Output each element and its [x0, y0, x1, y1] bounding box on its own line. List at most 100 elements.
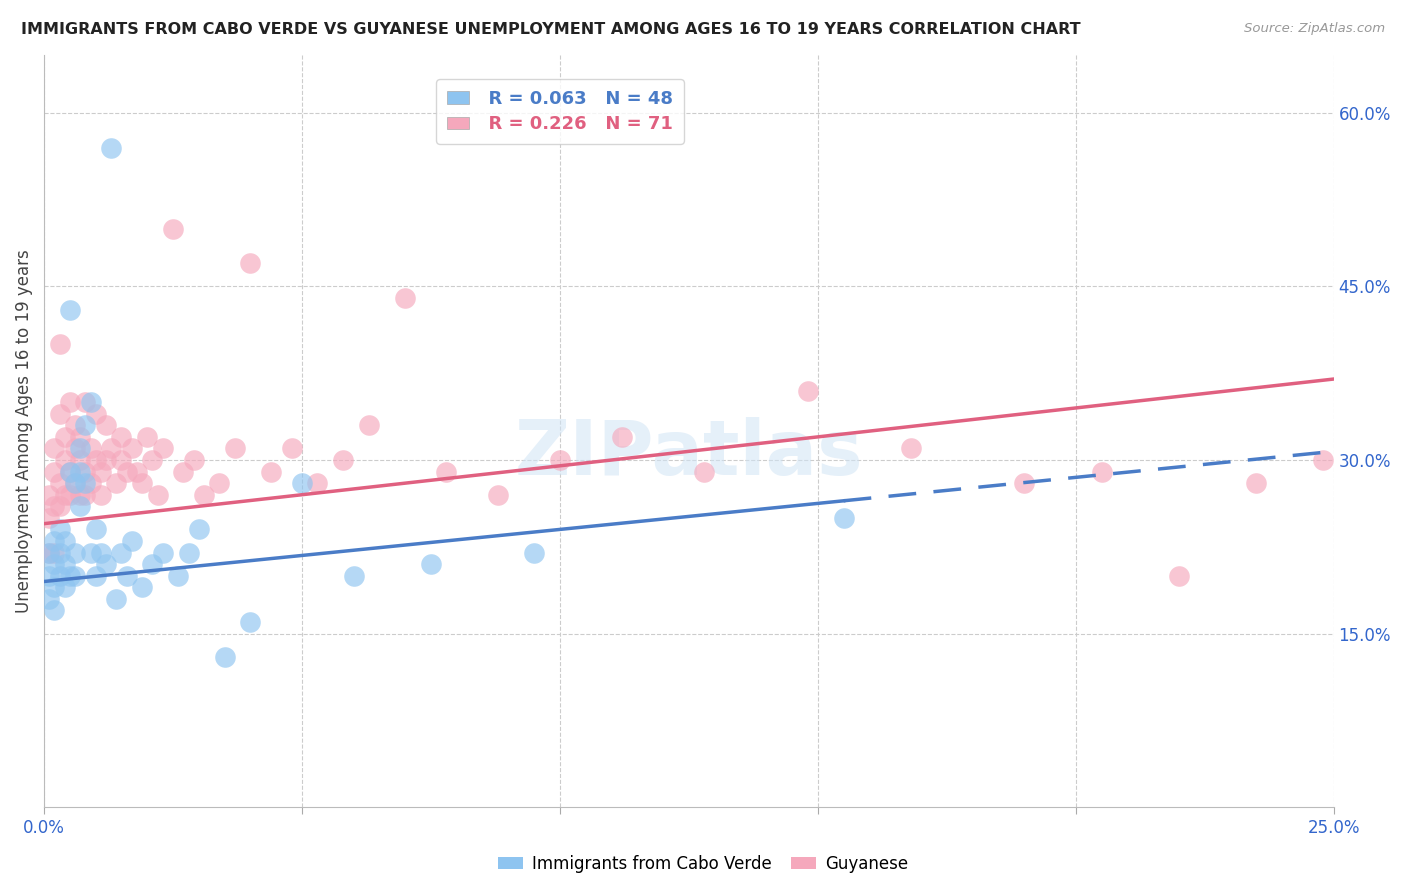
Point: [53, 488, 76, 502]
Point: [84, 453, 107, 467]
Point: [239, 615, 262, 629]
Point: [357, 418, 380, 433]
Point: [420, 557, 443, 571]
Point: [121, 442, 143, 456]
Point: [100, 442, 122, 456]
Point: [172, 465, 194, 479]
Point: [59, 465, 82, 479]
Point: [141, 453, 163, 467]
Point: [1246, 476, 1268, 491]
Point: [94, 557, 117, 571]
Point: [69, 453, 91, 467]
Point: [105, 476, 128, 491]
Point: [38, 488, 60, 502]
Point: [183, 453, 205, 467]
Point: [136, 430, 159, 444]
Point: [291, 476, 314, 491]
Point: [84, 568, 107, 582]
Point: [193, 488, 215, 502]
Point: [48, 523, 70, 537]
Point: [342, 568, 364, 582]
Point: [59, 465, 82, 479]
Text: Source: ZipAtlas.com: Source: ZipAtlas.com: [1244, 22, 1385, 36]
Point: [69, 488, 91, 502]
Point: [152, 442, 174, 456]
Point: [63, 476, 86, 491]
Point: [44, 442, 66, 456]
Point: [48, 407, 70, 421]
Point: [115, 465, 138, 479]
Point: [38, 545, 60, 559]
Point: [53, 533, 76, 548]
Point: [141, 557, 163, 571]
Point: [44, 500, 66, 514]
Point: [63, 442, 86, 456]
Point: [75, 488, 97, 502]
Point: [44, 557, 66, 571]
Point: [146, 488, 169, 502]
Point: [38, 591, 60, 606]
Point: [332, 453, 354, 467]
Point: [44, 603, 66, 617]
Point: [94, 418, 117, 433]
Point: [79, 395, 101, 409]
Point: [208, 476, 231, 491]
Point: [38, 511, 60, 525]
Point: [63, 568, 86, 582]
Point: [1312, 453, 1334, 467]
Point: [69, 430, 91, 444]
Point: [63, 545, 86, 559]
Point: [48, 337, 70, 351]
Point: [38, 545, 60, 559]
Text: IMMIGRANTS FROM CABO VERDE VS GUYANESE UNEMPLOYMENT AMONG AGES 16 TO 19 YEARS CO: IMMIGRANTS FROM CABO VERDE VS GUYANESE U…: [21, 22, 1081, 37]
Point: [90, 488, 112, 502]
Point: [84, 523, 107, 537]
Point: [75, 476, 97, 491]
Point: [90, 465, 112, 479]
Point: [79, 545, 101, 559]
Point: [523, 545, 546, 559]
Point: [59, 488, 82, 502]
Legend: Immigrants from Cabo Verde, Guyanese: Immigrants from Cabo Verde, Guyanese: [492, 848, 914, 880]
Point: [162, 221, 184, 235]
Point: [105, 591, 128, 606]
Point: [110, 430, 132, 444]
Point: [75, 465, 97, 479]
Point: [44, 465, 66, 479]
Point: [48, 568, 70, 582]
Point: [44, 545, 66, 559]
Point: [260, 465, 283, 479]
Point: [63, 418, 86, 433]
Y-axis label: Unemployment Among Ages 16 to 19 years: Unemployment Among Ages 16 to 19 years: [15, 249, 32, 613]
Point: [436, 465, 458, 479]
Point: [187, 523, 209, 537]
Point: [48, 500, 70, 514]
Point: [177, 545, 200, 559]
Point: [394, 291, 416, 305]
Point: [110, 453, 132, 467]
Point: [224, 442, 246, 456]
Point: [486, 488, 509, 502]
Point: [69, 500, 91, 514]
Point: [152, 545, 174, 559]
Point: [44, 533, 66, 548]
Point: [63, 476, 86, 491]
Point: [94, 453, 117, 467]
Point: [48, 545, 70, 559]
Point: [53, 453, 76, 467]
Point: [110, 545, 132, 559]
Point: [610, 430, 633, 444]
Point: [900, 442, 922, 456]
Point: [75, 395, 97, 409]
Point: [79, 442, 101, 456]
Point: [307, 476, 329, 491]
Point: [796, 384, 818, 398]
Point: [44, 580, 66, 594]
Point: [131, 580, 153, 594]
Text: ZIPatlas: ZIPatlas: [515, 417, 863, 491]
Point: [59, 568, 82, 582]
Point: [69, 465, 91, 479]
Point: [59, 395, 82, 409]
Point: [59, 302, 82, 317]
Point: [84, 407, 107, 421]
